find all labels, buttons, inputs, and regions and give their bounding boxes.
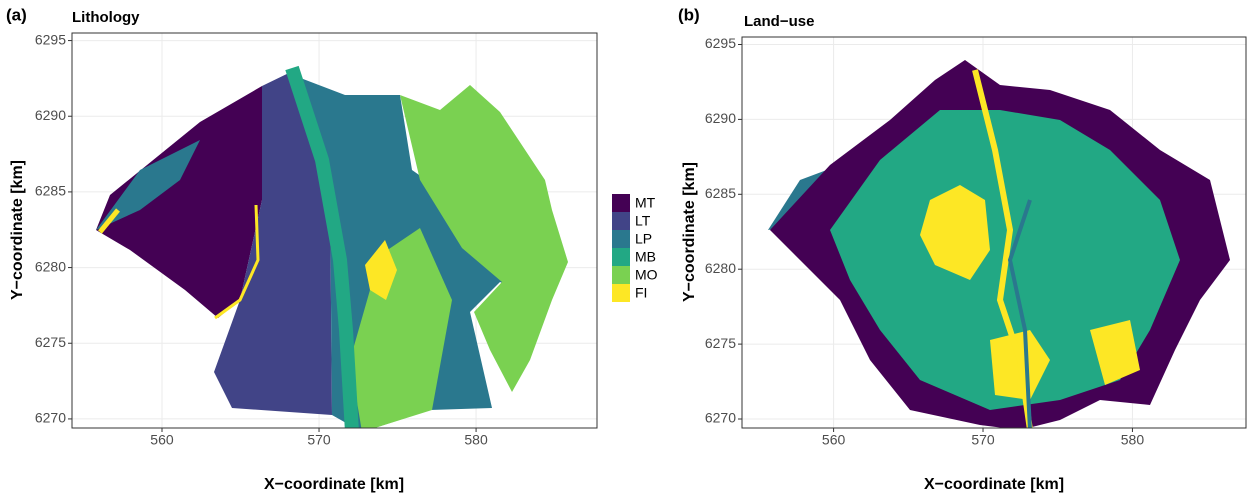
y-tick-label: 6290 (35, 107, 66, 123)
land-use-map (768, 60, 1230, 428)
x-tick-label: 560 (822, 432, 846, 448)
lithology-map (96, 65, 568, 428)
legend-swatch (612, 284, 630, 302)
chart-title: Lithology (72, 9, 140, 26)
map-region (365, 240, 397, 300)
river (972, 69, 1033, 428)
y-tick-label: 6275 (35, 334, 66, 350)
y-tick-label: 6270 (705, 410, 736, 426)
legend-label: MT (635, 195, 656, 211)
legend-swatch (612, 266, 630, 284)
x-tick-label: 560 (150, 432, 174, 448)
panel-label: (b) (678, 5, 700, 24)
map-region (98, 208, 120, 234)
chart-title: Land−use (744, 13, 814, 30)
y-tick-label: 6280 (35, 258, 66, 274)
legend-label: LT (635, 213, 651, 229)
y-tick-label: 6270 (35, 410, 66, 426)
x-axis-label: X−coordinate [km] (924, 476, 1064, 493)
y-axis-label: Y−coordinate [km] (9, 160, 26, 300)
map-region (96, 140, 200, 230)
legend-swatch (612, 230, 630, 248)
map-region (400, 85, 568, 392)
river (1007, 199, 1032, 428)
x-tick-label: 570 (971, 432, 995, 448)
legend-label: MB (635, 249, 656, 265)
legend-swatch (612, 248, 630, 266)
x-tick-label: 580 (464, 432, 488, 448)
y-tick-label: 6275 (705, 335, 736, 351)
y-tick-label: 6295 (35, 31, 66, 47)
y-tick-label: 6290 (705, 110, 736, 126)
y-tick-label: 6280 (705, 260, 736, 276)
legend-label: FI (635, 285, 647, 301)
legend-swatch (612, 212, 630, 230)
y-tick-label: 6285 (705, 185, 736, 201)
x-tick-label: 580 (1121, 432, 1145, 448)
x-tick-label: 570 (307, 432, 331, 448)
plot-frame (71, 32, 598, 429)
x-axis-label: X−coordinate [km] (264, 476, 404, 493)
plot-frame (741, 36, 1247, 429)
legend-swatch (612, 194, 630, 212)
map-region (920, 185, 990, 280)
map-region (1090, 320, 1140, 385)
legend-label: MO (635, 267, 658, 283)
panel-label: (a) (6, 5, 27, 24)
map-region (214, 204, 260, 320)
legend-label: LP (635, 231, 652, 247)
map-region (96, 86, 262, 318)
y-tick-label: 6295 (705, 35, 736, 51)
y-tick-label: 6285 (35, 183, 66, 199)
river (285, 65, 359, 428)
y-axis-label: Y−coordinate [km] (681, 162, 698, 302)
map-region (214, 70, 332, 415)
